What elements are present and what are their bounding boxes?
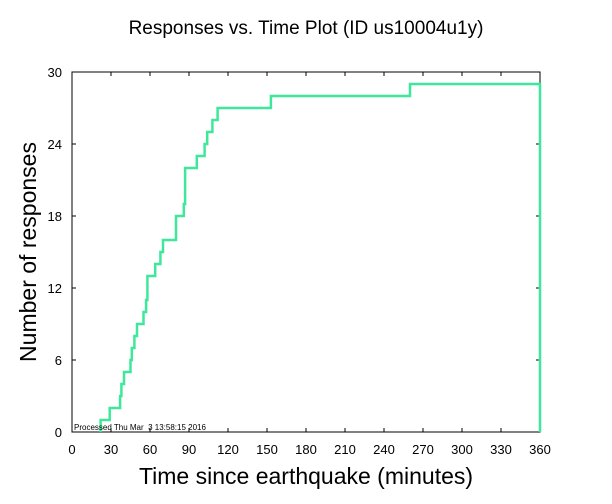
chart-title: Responses vs. Time Plot (ID us10004u1y) (129, 18, 484, 39)
x-tick-label: 90 (182, 442, 196, 457)
x-tick-label: 360 (529, 442, 551, 457)
x-tick-label: 270 (412, 442, 434, 457)
y-tick-label: 24 (48, 137, 62, 152)
x-axis-label: Time since earthquake (minutes) (139, 463, 473, 489)
plot-area: 0 30 60 90 120 150 180 210 240 270 300 330 360 0 6 12 18… (48, 65, 551, 457)
x-tick-label: 0 (68, 442, 75, 457)
x-tick-label: 240 (373, 442, 395, 457)
x-tick-label: 60 (143, 442, 157, 457)
x-tick-label: 150 (256, 442, 278, 457)
y-tick-label: 18 (48, 209, 62, 224)
y-tick-label: 30 (48, 65, 62, 80)
x-tick-label: 300 (451, 442, 473, 457)
response-count-step-line (99, 82, 542, 432)
processed-annotation: Processed Thu Mar 3 13:58:15 2016 (74, 423, 206, 432)
x-tick-label: 180 (295, 442, 317, 457)
plot-frame (71, 71, 541, 433)
x-tick-label: 120 (217, 442, 239, 457)
x-tick-label: 210 (334, 442, 356, 457)
x-tick-label: 30 (104, 442, 118, 457)
x-tick-label: 330 (490, 442, 512, 457)
y-axis-label: Number of responses (15, 142, 41, 362)
y-tick-label: 12 (48, 281, 62, 296)
y-tick-label: 0 (55, 425, 62, 440)
y-tick-label: 6 (55, 353, 62, 368)
